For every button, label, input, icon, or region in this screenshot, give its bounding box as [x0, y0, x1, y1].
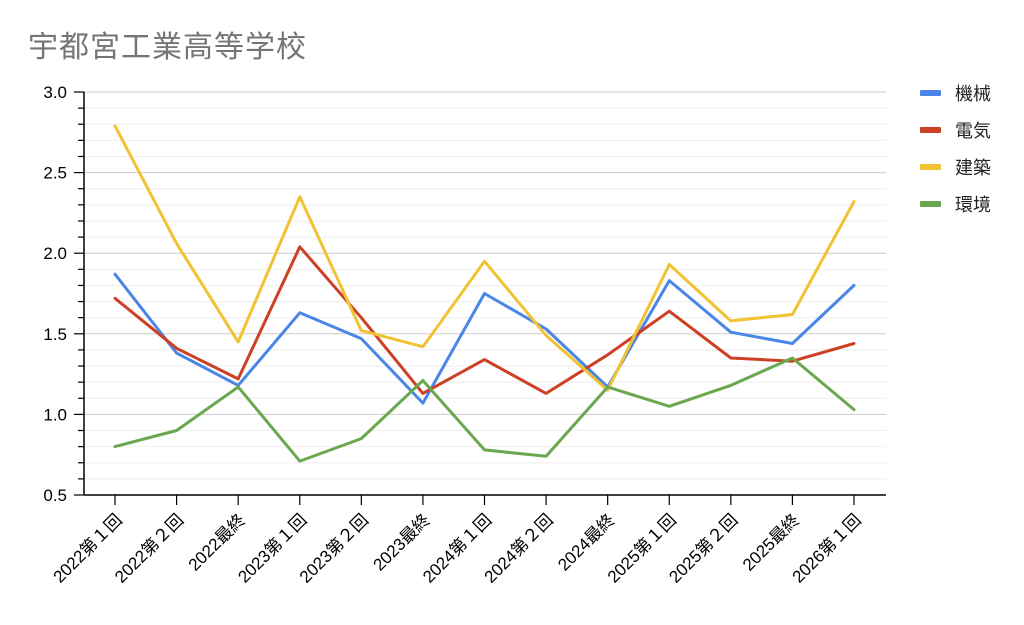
- legend-swatch-3: [920, 164, 941, 170]
- legend-label-2: 電気: [955, 121, 991, 142]
- y-tick-label: 3.0: [43, 83, 67, 102]
- y-tick-label: 2.0: [43, 244, 67, 263]
- chart-title: 宇都宮工業高等学校: [28, 30, 307, 65]
- legend-label-4: 環境: [955, 195, 991, 216]
- legend-label-1: 機械: [955, 84, 991, 105]
- series-line-3: [113, 124, 856, 392]
- x-tick-label: 2025最終: [739, 510, 803, 574]
- y-tick-label: 1.5: [43, 325, 67, 344]
- y-tick-label: 2.5: [43, 164, 67, 183]
- legend-swatch-4: [920, 201, 941, 207]
- y-tick-label: 0.5: [43, 486, 67, 505]
- y-tick-label: 1.0: [43, 405, 67, 424]
- series-line-4: [113, 356, 856, 463]
- legend-label-3: 建築: [955, 158, 991, 179]
- series-line-1: [113, 272, 856, 405]
- legend-swatch-2: [920, 127, 941, 133]
- x-tick-label: 2024最終: [554, 510, 618, 574]
- x-tick-label: 2022最終: [185, 510, 249, 574]
- x-tick-label: 2023最終: [370, 510, 434, 574]
- series-line-2: [113, 245, 856, 395]
- legend-swatch-1: [920, 90, 941, 96]
